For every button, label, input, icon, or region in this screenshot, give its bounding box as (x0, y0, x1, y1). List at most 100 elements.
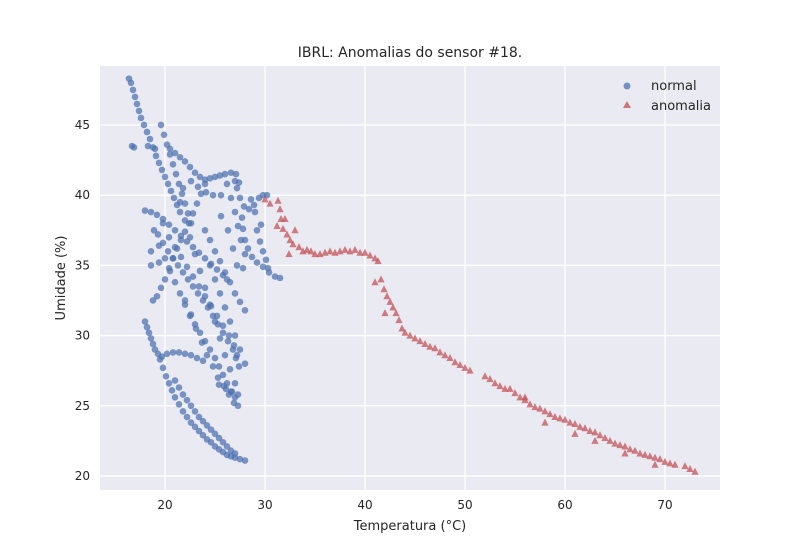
data-point-normal (153, 211, 161, 219)
data-point-anomalia (374, 257, 382, 265)
data-point-anomalia (456, 361, 464, 369)
data-point-normal (209, 191, 217, 199)
data-point-normal (259, 263, 267, 271)
data-point-normal (262, 256, 270, 264)
data-point-normal (239, 225, 247, 233)
data-point-normal (146, 135, 154, 143)
data-point-normal (197, 190, 205, 198)
data-point-normal (213, 312, 221, 320)
data-point-anomalia (606, 436, 614, 444)
data-point-normal (187, 177, 195, 185)
data-point-normal (174, 262, 182, 269)
data-point-normal (179, 391, 187, 398)
data-point-anomalia (273, 222, 281, 230)
data-point-anomalia (506, 384, 514, 392)
data-point-anomalia (556, 414, 564, 422)
data-point-normal (215, 434, 223, 442)
data-point-anomalia (446, 354, 454, 362)
data-point-normal (250, 201, 258, 209)
y-axis-label: Umidade (%) (54, 236, 69, 321)
data-point-anomalia (546, 410, 554, 418)
data-point-normal (245, 205, 253, 213)
data-point-anomalia (283, 230, 291, 238)
data-point-anomalia (371, 278, 379, 286)
data-point-anomalia (431, 344, 439, 352)
x-tick-label: 60 (557, 498, 572, 512)
data-point-normal (160, 131, 168, 139)
data-point-normal (223, 180, 231, 188)
data-point-normal (166, 145, 174, 153)
data-point-normal (256, 238, 264, 245)
data-point-anomalia (466, 366, 474, 374)
data-point-normal (159, 219, 167, 227)
data-point-normal (217, 212, 225, 220)
data-point-normal (171, 278, 179, 286)
y-tick-label: 30 (75, 329, 90, 343)
data-point-normal (216, 172, 224, 179)
data-point-anomalia (295, 243, 303, 251)
data-point-normal (189, 283, 197, 290)
data-point-normal (186, 163, 194, 171)
legend: normal anomalia (623, 79, 711, 114)
data-point-anomalia (326, 247, 334, 255)
data-point-normal (241, 457, 249, 464)
data-point-normal (149, 297, 157, 304)
data-point-anomalia (411, 334, 419, 342)
data-point-normal (209, 363, 217, 370)
data-point-normal (177, 236, 185, 244)
data-point-normal (143, 128, 151, 136)
data-point-anomalia (496, 382, 504, 390)
data-point-anomalia (356, 248, 364, 256)
data-point-normal (189, 243, 197, 251)
data-point-normal (152, 152, 160, 160)
data-point-normal (248, 253, 256, 261)
data-point-anomalia (389, 303, 397, 311)
data-point-anomalia (631, 446, 639, 454)
data-point-normal (227, 194, 235, 202)
tick-labels: 20 30 40 50 60 70 20 25 30 35 40 45 (75, 118, 673, 512)
data-point-normal (176, 198, 184, 206)
data-point-normal (213, 266, 221, 273)
data-point-normal (231, 450, 239, 457)
data-point-normal (244, 245, 252, 252)
data-point-normal (230, 342, 238, 349)
data-point-normal (141, 207, 149, 214)
data-point-normal (181, 200, 189, 207)
data-point-normal (215, 381, 223, 389)
data-point-normal (201, 292, 209, 300)
data-point-normal (141, 318, 149, 325)
data-point-anomalia (571, 429, 579, 437)
data-point-anomalia (436, 348, 444, 356)
data-point-normal (169, 255, 177, 262)
data-point-anomalia (386, 297, 394, 305)
data-point-anomalia (266, 199, 274, 207)
data-point-anomalia (261, 195, 269, 203)
data-point-normal (253, 226, 261, 234)
data-point-normal (247, 196, 255, 203)
data-point-anomalia (581, 424, 589, 432)
data-point-normal (198, 339, 206, 346)
data-point-normal (172, 170, 180, 178)
data-point-normal (170, 194, 178, 202)
data-point-anomalia (383, 292, 391, 300)
data-point-normal (191, 423, 199, 431)
data-point-anomalia (646, 452, 654, 460)
data-point-anomalia (686, 464, 694, 472)
data-point-normal (165, 233, 173, 241)
data-point-normal (240, 203, 248, 210)
data-point-normal (192, 325, 200, 332)
data-point-normal (150, 226, 158, 234)
data-point-normal (233, 351, 241, 359)
data-point-anomalia (279, 224, 287, 232)
data-point-anomalia (641, 450, 649, 458)
data-point-anomalia (274, 196, 282, 204)
data-point-normal (195, 413, 203, 421)
data-point-anomalia (656, 455, 664, 463)
data-point-normal (145, 329, 153, 337)
data-point-anomalia (661, 457, 669, 465)
data-point-anomalia (571, 420, 579, 428)
data-point-normal (228, 388, 236, 396)
data-point-normal (201, 226, 209, 234)
data-point-normal (207, 302, 215, 310)
data-point-normal (202, 189, 210, 196)
